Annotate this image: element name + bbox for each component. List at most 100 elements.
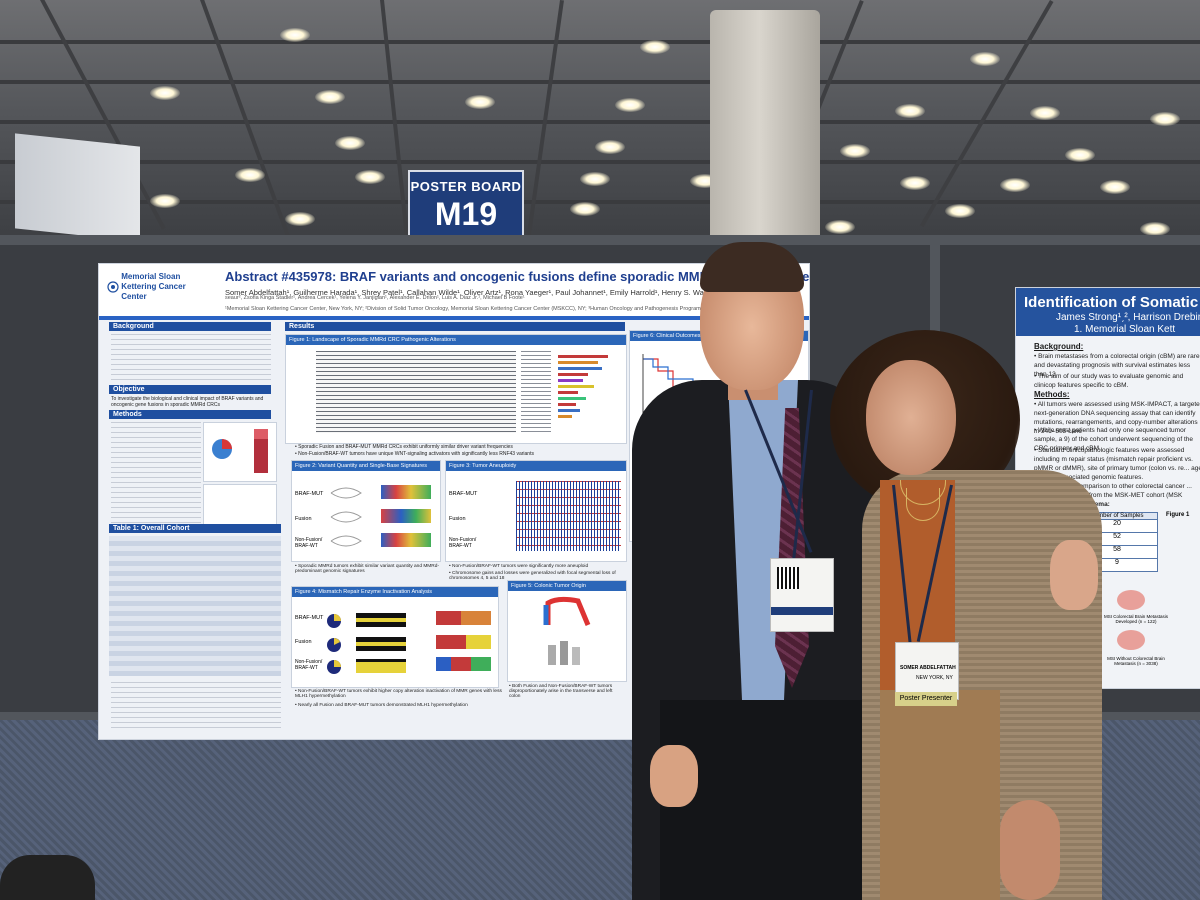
overall-cohort-table xyxy=(109,536,281,676)
man-hand xyxy=(650,745,698,807)
adjacent-methods-text-1: • All tumors were assessed using MSK-IMP… xyxy=(1034,401,1200,435)
adjacent-figure-label: Figure 1 xyxy=(1166,512,1190,518)
ceiling-light xyxy=(895,104,925,118)
aneuploidy-plot xyxy=(516,481,621,551)
figure-5: Figure 5: Colonic Tumor Origin xyxy=(507,580,627,682)
ceiling-light xyxy=(280,28,310,42)
ceiling-light xyxy=(1065,148,1095,162)
frequency-bars xyxy=(558,355,608,418)
fig2-bullet: • Sporadic MMRd tumors exhibit similar v… xyxy=(295,564,440,574)
ceiling-light xyxy=(615,98,645,112)
fig4-row-nonfusion: Non-Fusion/ BRAF-WT xyxy=(295,659,323,671)
background-text xyxy=(111,334,271,382)
figure-2-title: Figure 2: Variant Quantity and Single-Ba… xyxy=(292,461,440,471)
figure-3-title: Figure 3: Tumor Aneuploidy xyxy=(446,461,626,471)
ceiling-light xyxy=(1140,222,1170,236)
fig3-bullet-2: • Chromosome gains and losses were gener… xyxy=(449,571,616,581)
support-pillar xyxy=(710,10,820,240)
msi-brain-label: MSI Colorectal Brain Metastasis Develope… xyxy=(1103,614,1169,624)
figure-1-title: Figure 1: Landscape of Sporadic MMRd CRC… xyxy=(286,335,626,345)
ceiling-light xyxy=(1150,112,1180,126)
poster-affiliation: seaur², Zsofia Kinga Stadler¹, Andrea Ce… xyxy=(225,295,525,301)
qr-code-icon xyxy=(777,567,799,589)
ceiling-light xyxy=(150,86,180,100)
figure-4: Figure 4: Mismatch Repair Enzyme Inactiv… xyxy=(291,586,499,688)
adjacent-background-text-2: • The aim of our study was to evaluate g… xyxy=(1034,373,1184,389)
poster-board-sign: POSTER BOARD M19 xyxy=(408,170,524,244)
backpack xyxy=(0,855,95,900)
woman-hand-on-shoulder xyxy=(1050,540,1098,610)
ceiling-light xyxy=(285,212,315,226)
sample-count-cell: 58 xyxy=(1077,546,1157,559)
sample-table-header: Number of Samples xyxy=(1077,513,1157,520)
fig3-row-nonfusion: Non-Fusion/ BRAF-WT xyxy=(449,537,477,549)
adjacent-methods-text-4: pMMR or dMMR), site of primary tumor (co… xyxy=(1034,465,1200,481)
woman-hand xyxy=(1000,800,1060,900)
ceiling-light xyxy=(150,194,180,208)
ceiling-light xyxy=(580,172,610,186)
fig4-row-braf: BRAF-MUT xyxy=(295,615,324,621)
adjacent-poster-authors: James Strong¹ˏ², Harrison Drebin¹ˏ³, Yu xyxy=(1056,312,1200,323)
hanging-banner xyxy=(15,133,140,242)
ceiling-light xyxy=(1100,180,1130,194)
sample-count-cell: 52 xyxy=(1077,533,1157,546)
ceiling-light xyxy=(1000,178,1030,192)
woman-trousers xyxy=(880,690,1000,900)
fig2-charts xyxy=(330,485,431,547)
colon-diagram xyxy=(543,596,591,665)
poster-board-number: M19 xyxy=(434,196,498,232)
woman-conference-badge: SOMER ABDELFATTAH NEW YORK, NY xyxy=(895,642,959,700)
figure-5-title: Figure 5: Colonic Tumor Origin xyxy=(508,581,626,591)
section-results: Results xyxy=(285,322,625,331)
authors-line-1: Somer Abdelfattah¹, Guilherme Harada¹, S… xyxy=(225,288,775,297)
figure-1: Figure 1: Landscape of Sporadic MMRd CRC… xyxy=(285,334,627,444)
section-methods: Methods xyxy=(109,410,271,419)
fig1-bullet-2: • Non-Fusion/BRAF-WT tumors have unique … xyxy=(295,451,534,457)
ceiling-light xyxy=(235,168,265,182)
methods-pie-figure xyxy=(203,422,277,482)
fig4-bullet-1: • Non-Fusion/BRAF-WT tumors exhibit high… xyxy=(295,689,502,699)
fig2-row-fusion: Fusion xyxy=(295,516,312,522)
ceiling-light xyxy=(900,176,930,190)
objective-text: To investigate the biological and clinic… xyxy=(111,396,264,408)
methods-table-figure xyxy=(203,484,277,530)
section-background: Background xyxy=(109,322,271,331)
adjacent-poster-header: Identification of Somatic A xyxy=(1016,288,1200,336)
fig5-bullet: • Both Fusion and Non-Fusion/BRAF-WT tum… xyxy=(509,684,613,699)
figure-4-title: Figure 4: Mismatch Repair Enzyme Inactiv… xyxy=(292,587,498,597)
ceiling-light xyxy=(970,52,1000,66)
institution-name: Memorial Sloan Kettering Cancer Center xyxy=(121,272,186,301)
adjacent-methods-text-5: ...evaluated in comparison to other colo… xyxy=(1034,483,1192,499)
ceiling-light xyxy=(840,144,870,158)
references-text xyxy=(111,682,281,732)
sample-count-cell: 9 xyxy=(1115,559,1119,566)
oncoprint-fusion xyxy=(521,351,551,433)
ceiling-light xyxy=(945,204,975,218)
fig2-row-nonfusion: Non-Fusion/ BRAF-WT xyxy=(295,537,323,549)
mskcc-logo: Memorial Sloan Kettering Cancer Center xyxy=(107,272,189,302)
fig3-row-braf: BRAF-MUT xyxy=(449,491,478,497)
adjacent-poster-affiliation: 1. Memorial Sloan Kett xyxy=(1074,324,1176,335)
convention-ceiling xyxy=(0,0,1200,259)
poster-header: Memorial Sloan Kettering Cancer Center A… xyxy=(99,264,809,320)
adjacent-methods-text-2: • While most patients had only one seque… xyxy=(1034,427,1193,452)
sample-count-cell: 20 xyxy=(1077,520,1157,533)
figure-2: Figure 2: Variant Quantity and Single-Ba… xyxy=(291,460,441,562)
ceiling-light xyxy=(315,90,345,104)
fig4-row-fusion: Fusion xyxy=(295,639,312,645)
section-table-1: Table 1: Overall Cohort xyxy=(109,524,281,533)
fig4-charts xyxy=(327,611,491,674)
necklace xyxy=(906,488,940,521)
mss-brain-label: MSI Without Colorectal Brain Metastasis … xyxy=(1107,656,1165,666)
adjacent-methods-heading: Methods: xyxy=(1034,390,1070,399)
panel-frame xyxy=(0,235,1200,245)
poster-board-label: POSTER BOARD xyxy=(410,179,522,194)
adjacent-background-heading: Background: xyxy=(1034,342,1084,351)
ceiling-light xyxy=(465,95,495,109)
poster-affiliation-text: ¹Memorial Sloan Kettering Cancer Center,… xyxy=(225,306,735,312)
woman-face xyxy=(866,360,956,475)
poster-authors: Somer Abdelfattah¹, Guilherme Harada¹, S… xyxy=(225,288,775,297)
ceiling-light xyxy=(355,170,385,184)
authors-line-2: seaur², Zsofia Kinga Stadler¹, Andrea Ce… xyxy=(225,295,525,301)
man-conference-badge xyxy=(770,558,834,632)
